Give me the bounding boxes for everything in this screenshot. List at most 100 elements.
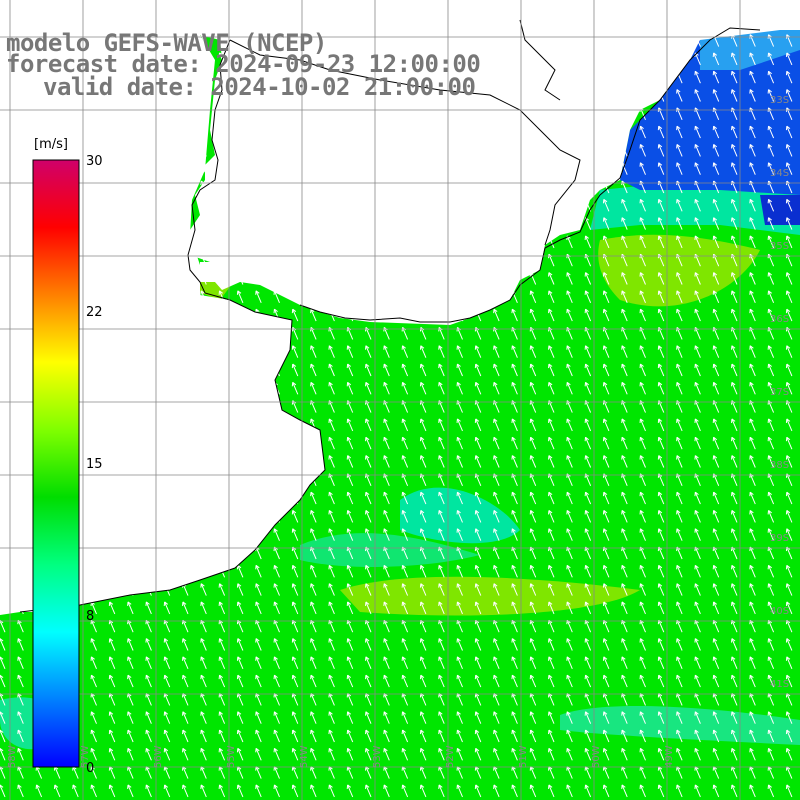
wind-arrow [346, 656, 354, 669]
wind-arrow [438, 528, 445, 541]
wind-arrow [694, 418, 701, 432]
wind-arrow [676, 729, 683, 743]
wind-arrow [657, 711, 665, 724]
wind-arrow [182, 729, 189, 743]
wind-arrow [712, 656, 720, 669]
wind-arrow [255, 729, 262, 743]
wind-arrow [584, 674, 592, 688]
wind-arrow [767, 418, 775, 432]
wind-arrow [731, 52, 738, 66]
wind-arrow [657, 308, 665, 322]
wind-arrow [676, 436, 683, 450]
wind-arrow [255, 583, 262, 596]
wind-arrow [676, 528, 683, 541]
wind-arrow [731, 308, 738, 322]
wind-arrow [310, 363, 317, 377]
wind-arrow [621, 345, 628, 358]
wind-arrow [639, 144, 646, 157]
wind-arrow [548, 711, 555, 724]
wind-arrow [694, 436, 701, 450]
wind-arrow [529, 418, 537, 432]
wind-arrow [712, 711, 720, 724]
wind-arrow [731, 638, 738, 651]
wind-arrow [657, 144, 665, 157]
wind-arrow [584, 564, 592, 578]
wind-arrow [200, 638, 207, 651]
wind-arrow [767, 564, 775, 578]
wind-arrow [639, 674, 646, 688]
wind-arrow [602, 510, 610, 523]
wind-arrow [749, 674, 756, 688]
wind-arrow [511, 601, 518, 615]
wind-arrow [676, 418, 683, 432]
wind-arrow [767, 711, 775, 724]
wind-arrow [639, 363, 646, 377]
wind-arrow [676, 345, 683, 358]
wind-arrow [310, 711, 317, 724]
wind-arrow [602, 308, 610, 322]
wind-arrow [602, 290, 610, 303]
wind-arrow [401, 656, 409, 669]
wind-arrow [694, 674, 701, 688]
wind-arrow [0, 747, 6, 761]
wind-arrow [53, 784, 61, 798]
wind-arrow [785, 711, 793, 724]
wind-arrow [145, 784, 152, 798]
lat-label: 37S [770, 387, 789, 398]
wind-arrow [602, 564, 610, 578]
wind-arrow [767, 308, 775, 322]
wind-arrow [731, 272, 738, 285]
wind-arrow [602, 674, 610, 688]
coastline-north [299, 27, 761, 323]
wind-arrow [749, 784, 756, 798]
wind-arrow [529, 363, 537, 377]
wind-arrow [200, 711, 207, 724]
wind-arrow [438, 564, 445, 578]
wind-arrow [566, 345, 573, 358]
wind-arrow [712, 747, 720, 761]
wind-arrow [767, 656, 775, 669]
wind-arrow [767, 491, 775, 505]
wind-arrow [383, 638, 390, 651]
wind-arrow [694, 491, 701, 505]
wind-arrow [456, 436, 463, 450]
wind-arrow [639, 308, 646, 322]
wind-arrow [621, 784, 628, 798]
wind-arrow [90, 729, 97, 743]
wind-arrow [584, 601, 592, 615]
wind-arrow [602, 747, 610, 761]
wind-arrow [291, 711, 299, 724]
wind-arrow [182, 747, 189, 761]
wind-arrow [346, 528, 354, 541]
wind-arrow [657, 217, 665, 230]
wind-arrow [474, 564, 482, 578]
wind-arrow [200, 583, 207, 596]
wind-arrow [456, 418, 463, 432]
wind-arrow [346, 455, 354, 468]
wind-arrow [639, 491, 646, 505]
wind-arrow [584, 784, 592, 798]
wind-arrow [657, 345, 665, 358]
wind-arrow [749, 436, 756, 450]
wind-arrow [529, 784, 537, 798]
wind-arrow [657, 125, 665, 139]
wind-arrow [602, 381, 610, 395]
wind-arrow [108, 674, 116, 688]
wind-arrow [419, 345, 427, 358]
wind-arrow [566, 290, 573, 303]
wind-arrow [694, 711, 701, 724]
wind-arrow [785, 89, 793, 102]
wind-arrow [511, 455, 518, 468]
wind-arrow [657, 638, 665, 651]
wind-arrow [529, 436, 537, 450]
wind-arrow [767, 272, 775, 285]
wind-arrow [438, 583, 445, 596]
wind-arrow [749, 290, 756, 303]
wind-arrow [474, 711, 482, 724]
wind-arrow [346, 638, 354, 651]
wind-arrow [365, 729, 372, 743]
lon-label: 54W [299, 745, 310, 768]
wind-arrow [657, 747, 665, 761]
wind-arrow [529, 711, 537, 724]
